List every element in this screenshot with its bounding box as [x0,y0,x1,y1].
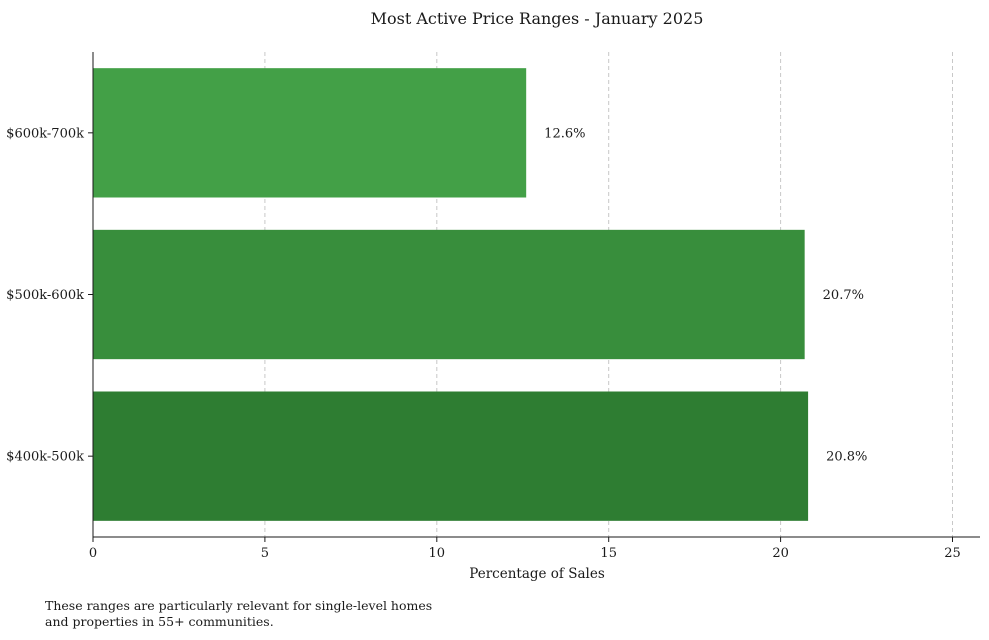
footnote-line-2: and properties in 55+ communities. [45,614,274,629]
x-tick-label: 25 [944,546,961,561]
category-label: $500k-600k [6,288,84,303]
x-tick-label: 15 [600,546,617,561]
bar-value-label: 20.8% [826,450,867,465]
bar [93,391,809,521]
axes: 0 5 10 15 20 25 $400k-500k $500k-600k $600k-700k [6,52,980,561]
bar-value-label: 12.6% [544,126,585,141]
x-tick-label: 0 [89,546,97,561]
x-tick-label: 20 [772,546,789,561]
footnote: These ranges are particularly relevant f… [45,598,465,630]
bar-value-label: 20.7% [823,288,864,303]
category-label: $600k-700k [6,126,84,141]
x-tick-label: 10 [429,546,446,561]
bars: 20.8% 20.7% 12.6% [93,68,867,521]
x-axis-title: Percentage of Sales [469,566,605,582]
footnote-line-1: These ranges are particularly relevant f… [45,598,433,613]
bar [93,229,805,360]
x-tick-label: 5 [261,546,269,561]
category-label: $400k-500k [6,450,84,465]
bar [93,68,527,198]
chart-title: Most Active Price Ranges - January 2025 [371,9,704,28]
